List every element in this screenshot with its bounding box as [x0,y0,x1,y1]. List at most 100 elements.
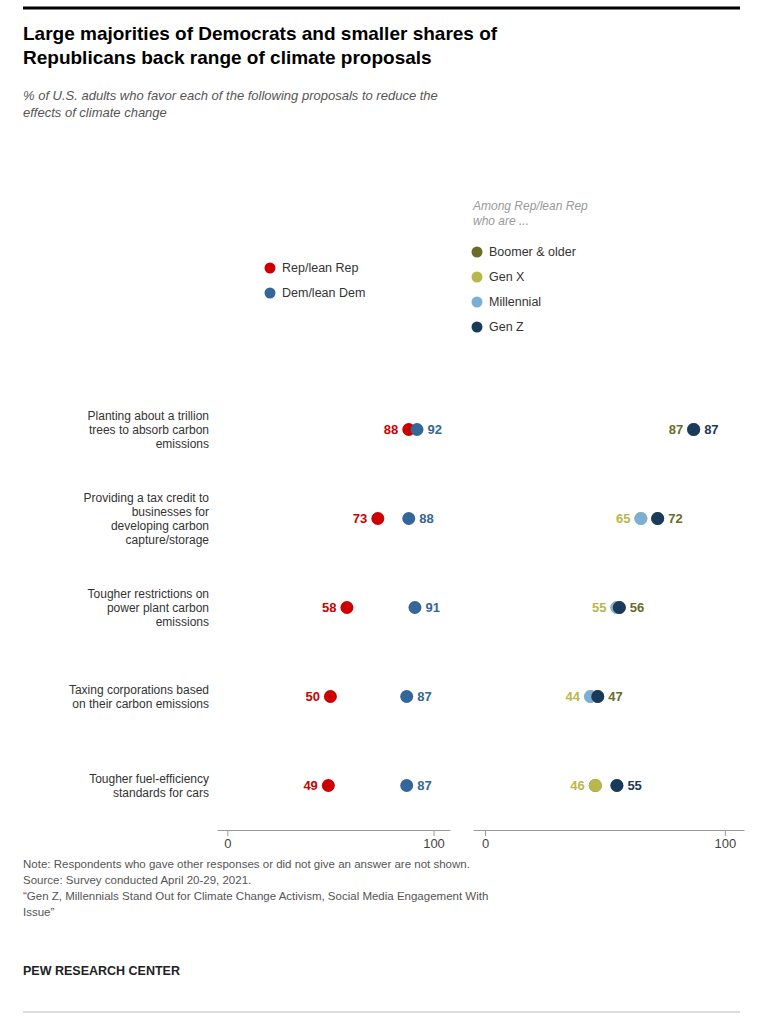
dot [687,423,700,436]
text-line: emissions [156,615,209,629]
dot [591,690,604,703]
category-label: Taxing corporations basedon their carbon… [69,683,209,711]
text-line: standards for cars [113,786,209,800]
data-label: 46 [570,778,584,793]
data-label: 72 [668,511,682,526]
series-1 [584,423,700,792]
legend-swatch [472,297,483,308]
dot [687,423,700,436]
data-label: 49 [303,778,317,793]
legend-label: Gen X [489,270,525,284]
legend-swatch [265,288,276,299]
text-line: power plant carbon [107,601,209,615]
category-label: Planting about a trilliontrees to absorb… [88,409,209,451]
x-tick-label: 0 [482,836,489,851]
y-tick: Tougher fuel-efficiencystandards for car… [89,772,209,800]
data-label: 87 [417,689,431,704]
legend-swatch [265,263,276,274]
dot [613,601,626,614]
legend-title: Among Rep/lean Repwho are ... [472,199,588,228]
text-line: PEW RESEARCH CENTER [23,964,180,978]
legend-label: Boomer & older [489,245,576,259]
text-line: Note: Respondents who gave other respons… [23,858,470,870]
data-label: 55 [592,600,606,615]
dot [610,779,623,792]
y-tick: Planting about a trilliontrees to absorb… [88,409,209,451]
data-label: 88 [384,422,398,437]
subtitle: % of U.S. adults who favor each of the f… [23,88,438,120]
dot [589,779,602,792]
panel-0: 0 100 Planting about a trilliontrees to ab… [69,409,451,851]
data-label: 50 [305,689,319,704]
dot [613,601,626,614]
data-label: 56 [630,600,644,615]
x-axis-line [218,830,451,831]
legend-1: Among Rep/lean Repwho are ... Boomer & ol… [472,199,589,334]
x-tick-label: 0 [224,836,231,851]
bottom-rule [23,1012,740,1013]
dot [651,512,664,525]
dot [322,779,335,792]
note: Note: Respondents who gave other respons… [23,858,488,918]
data-label: 92 [428,422,442,437]
x-tick-label: 100 [714,836,736,851]
legend-swatch [472,322,483,333]
series-2 [584,423,700,792]
data-label: 87 [669,422,683,437]
category-label: Providing a tax credit tobusinesses ford… [84,491,210,547]
series-1 [400,423,423,792]
text-line: Source: Survey conducted April 20-29, 20… [23,874,251,886]
dot [371,512,384,525]
x-tick-line [725,830,726,836]
y-tick: Taxing corporations basedon their carbon… [69,683,209,711]
text-line: emissions [156,437,209,451]
text-line: who are ... [473,214,529,228]
chart-svg: Large majorities of Democrats and smalle… [0,0,763,1024]
dot [589,779,602,792]
data-label: 55 [627,778,641,793]
dot [591,690,604,703]
legend-label: Dem/lean Dem [282,286,365,300]
category-label: Tougher fuel-efficiencystandards for car… [89,772,209,800]
legend-0: Rep/lean RepDem/lean Dem [265,261,366,300]
text-line: Republicans back range of climate propos… [23,47,432,68]
x-tick: 100 [423,830,445,851]
data-label: 87 [704,422,718,437]
series-0 [322,423,415,792]
marks [584,423,700,792]
dot [324,690,337,703]
data-label: 87 [417,778,431,793]
dot [634,512,647,525]
x-axis: 0 100 [218,830,451,851]
x-axis: 0 100 [474,830,745,851]
dot [651,512,664,525]
series-0 [589,423,700,792]
dot [408,601,421,614]
text-line: developing carbon [111,519,209,533]
data-label: 88 [419,511,433,526]
text-line: “Gen Z, Millennials Stand Out for Climat… [23,890,488,902]
text-line: Among Rep/lean Rep [472,199,588,213]
series-3 [591,423,700,792]
data-label: 73 [353,511,367,526]
dot [687,423,700,436]
data-labels: 87876572555644474655 [566,422,719,793]
y-axis: Planting about a trilliontrees to absorb… [69,409,209,800]
text-line: Tougher restrictions on [88,587,209,601]
x-tick-label: 100 [423,836,445,851]
x-tick: 0 [482,830,489,851]
dot [340,601,353,614]
source-label: PEW RESEARCH CENTER [23,964,180,978]
top-rule [23,7,740,10]
dot [610,779,623,792]
text-line: Providing a tax credit to [84,491,210,505]
text-line: businesses for [132,505,209,519]
y-tick: Tougher restrictions onpower plant carbo… [88,587,209,629]
legend-label: Gen Z [489,320,524,334]
x-tick-line [227,830,228,836]
dot [687,423,700,436]
dot [400,690,413,703]
category-label: Tougher restrictions onpower plant carbo… [88,587,209,629]
legend-swatch [472,272,483,283]
marks [322,423,424,792]
